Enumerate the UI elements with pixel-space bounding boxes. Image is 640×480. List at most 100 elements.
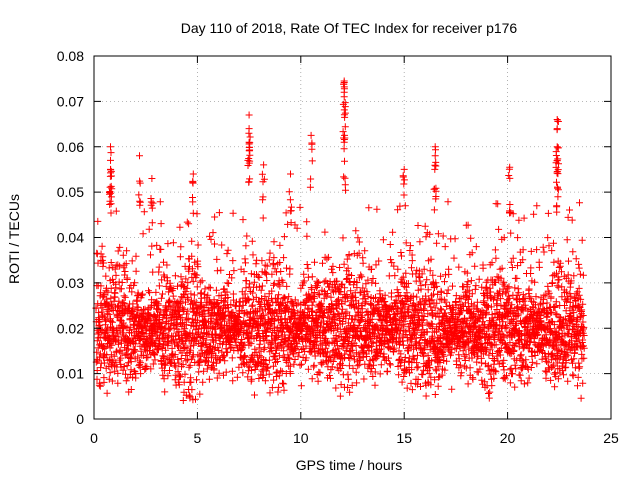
data-point bbox=[441, 366, 449, 374]
data-point bbox=[535, 263, 543, 271]
data-point bbox=[100, 378, 108, 386]
data-point bbox=[467, 234, 475, 242]
data-point bbox=[533, 360, 541, 368]
data-point bbox=[371, 381, 379, 389]
data-point bbox=[102, 343, 110, 351]
data-point bbox=[517, 377, 525, 385]
data-point bbox=[308, 145, 316, 153]
data-point bbox=[260, 175, 268, 183]
y-tick-label: 0.02 bbox=[57, 320, 84, 336]
data-point bbox=[499, 285, 507, 293]
data-point bbox=[98, 242, 106, 250]
data-point bbox=[311, 294, 318, 302]
y-tick-label: 0.06 bbox=[57, 139, 84, 155]
data-point bbox=[314, 279, 321, 287]
data-point bbox=[303, 232, 311, 240]
data-point bbox=[434, 290, 442, 298]
data-point bbox=[181, 325, 189, 333]
data-point bbox=[136, 177, 144, 185]
data-point bbox=[233, 373, 241, 381]
data-point bbox=[379, 236, 387, 244]
data-point bbox=[137, 370, 145, 378]
data-point bbox=[403, 384, 411, 392]
data-point bbox=[466, 364, 474, 372]
data-point bbox=[553, 169, 561, 177]
data-point bbox=[114, 261, 122, 269]
data-point bbox=[463, 317, 471, 325]
data-point bbox=[484, 334, 492, 342]
data-point bbox=[229, 209, 237, 217]
data-point bbox=[533, 202, 541, 210]
data-point bbox=[106, 172, 114, 180]
plot-frame bbox=[93, 55, 612, 420]
data-point bbox=[329, 269, 337, 277]
data-point bbox=[107, 193, 115, 201]
data-point bbox=[413, 293, 421, 301]
data-point bbox=[576, 313, 584, 321]
data-point bbox=[111, 293, 119, 301]
data-point bbox=[112, 207, 120, 215]
data-point bbox=[308, 139, 316, 147]
data-point bbox=[245, 338, 253, 346]
data-point bbox=[302, 342, 310, 350]
data-point bbox=[432, 279, 440, 287]
data-point bbox=[174, 368, 182, 376]
data-point bbox=[284, 351, 292, 359]
data-point bbox=[573, 288, 581, 296]
data-point bbox=[343, 308, 351, 316]
data-point bbox=[145, 225, 153, 233]
data-point-peak bbox=[107, 165, 114, 173]
data-point bbox=[578, 355, 586, 363]
data-point bbox=[567, 292, 575, 300]
data-point bbox=[533, 331, 541, 339]
data-point bbox=[185, 267, 193, 275]
data-point bbox=[227, 301, 235, 309]
data-point bbox=[564, 351, 572, 359]
data-point bbox=[197, 356, 205, 364]
data-point-peak bbox=[136, 152, 143, 160]
data-point bbox=[332, 332, 340, 339]
data-point bbox=[173, 321, 181, 328]
data-point bbox=[171, 361, 179, 369]
data-point bbox=[285, 354, 292, 362]
data-point bbox=[527, 364, 535, 371]
data-point bbox=[186, 394, 194, 402]
data-point bbox=[136, 198, 144, 206]
data-point bbox=[365, 322, 373, 330]
data-point bbox=[485, 390, 492, 397]
data-point bbox=[562, 357, 570, 364]
data-point bbox=[369, 373, 377, 380]
data-point bbox=[398, 378, 406, 386]
data-point bbox=[117, 339, 125, 347]
data-point bbox=[525, 285, 533, 293]
data-point bbox=[371, 368, 379, 376]
data-point bbox=[408, 257, 416, 265]
data-point bbox=[564, 271, 572, 279]
data-point bbox=[250, 278, 258, 286]
data-point bbox=[448, 349, 456, 357]
data-point bbox=[498, 264, 506, 272]
data-point bbox=[486, 346, 494, 354]
data-point bbox=[315, 279, 323, 286]
data-point bbox=[308, 157, 316, 165]
data-point bbox=[121, 293, 129, 301]
data-point bbox=[342, 333, 350, 341]
data-point bbox=[145, 287, 152, 295]
data-point bbox=[231, 302, 239, 310]
data-point bbox=[194, 263, 202, 271]
data-point bbox=[109, 318, 116, 326]
data-point bbox=[229, 377, 237, 385]
data-point bbox=[433, 282, 441, 290]
data-point bbox=[320, 309, 327, 317]
data-point bbox=[96, 382, 104, 390]
data-point bbox=[175, 381, 183, 389]
data-point bbox=[495, 225, 503, 233]
data-point bbox=[499, 363, 507, 370]
data-point bbox=[503, 323, 511, 331]
data-point bbox=[132, 252, 140, 260]
data-point bbox=[450, 254, 458, 262]
data-point-peak bbox=[400, 165, 408, 173]
data-point bbox=[427, 381, 435, 389]
data-point bbox=[97, 364, 105, 372]
data-point bbox=[159, 290, 166, 298]
